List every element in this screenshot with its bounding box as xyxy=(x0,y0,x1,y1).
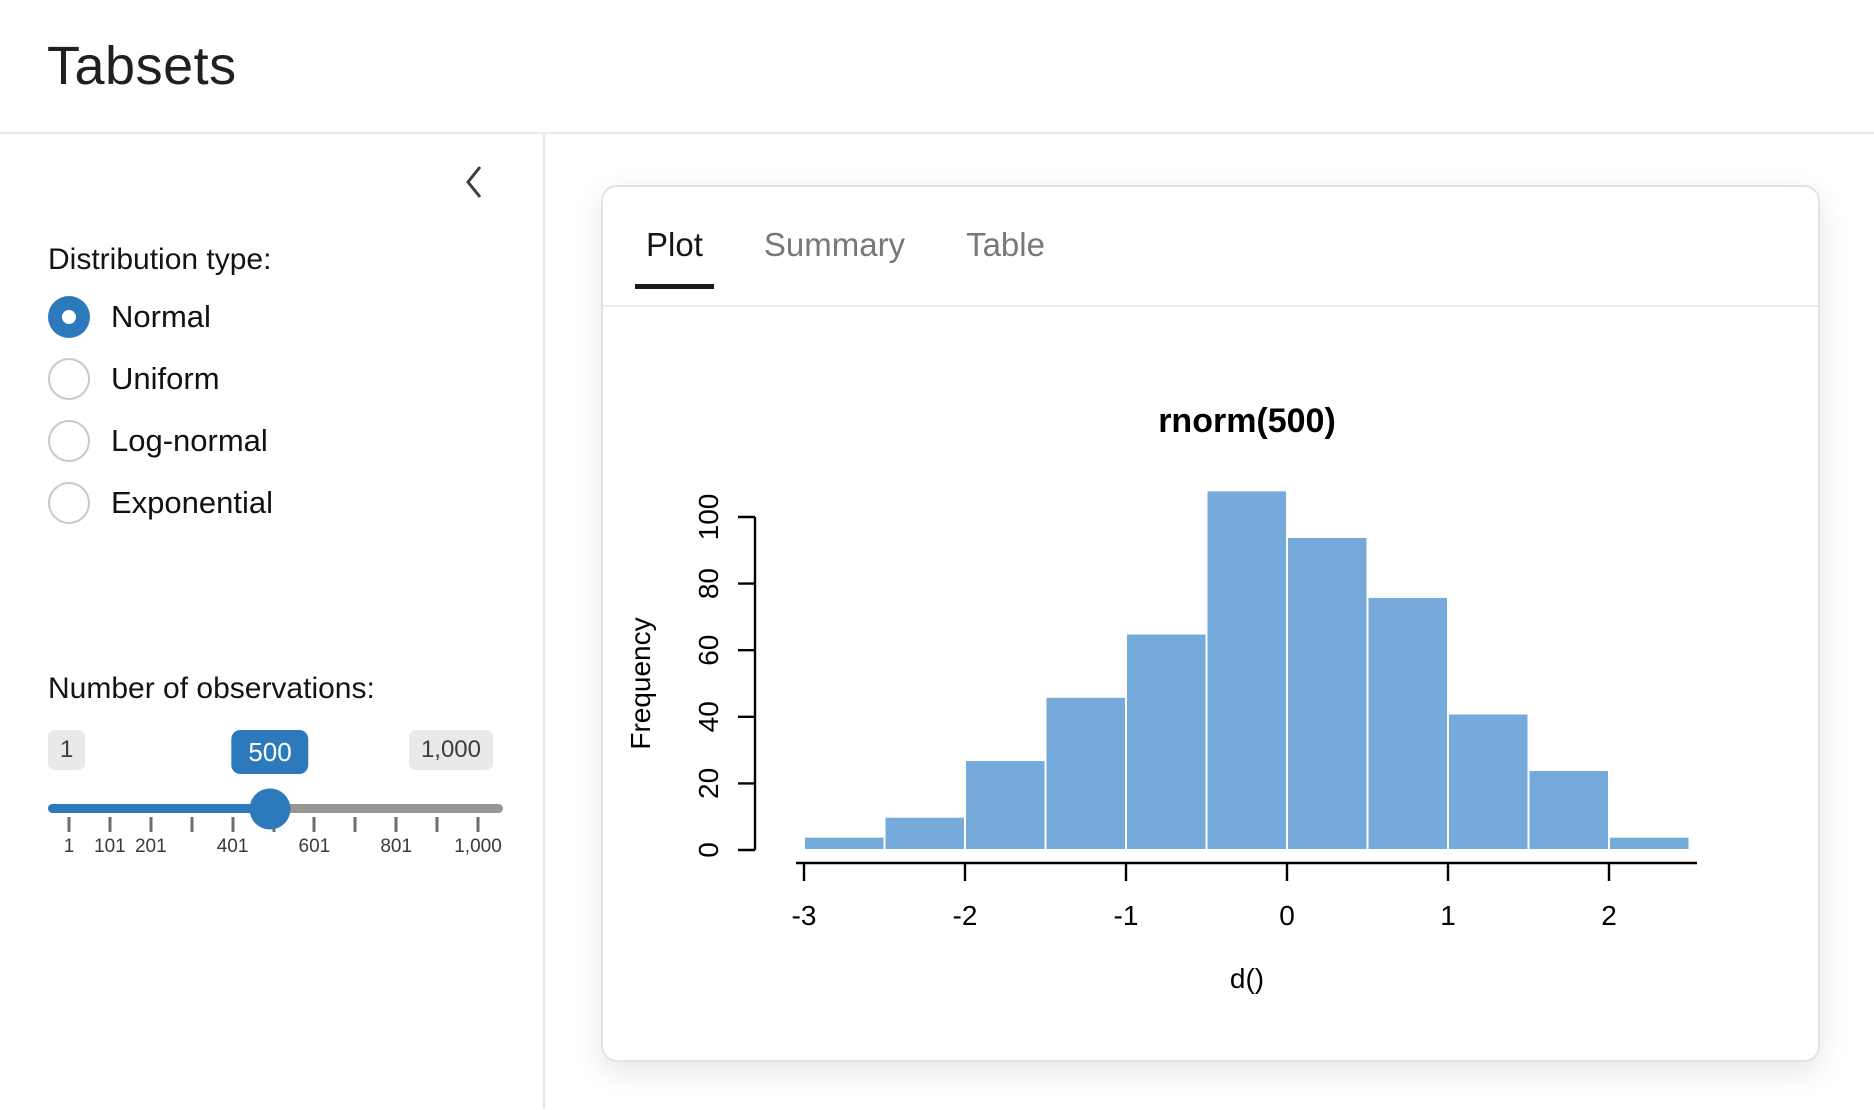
sidebar: Distribution type: Normal Uniform Log-norm… xyxy=(0,134,545,1108)
radio-option-exponential[interactable]: Exponential xyxy=(48,482,503,524)
tab-summary[interactable]: Summary xyxy=(763,226,906,263)
radio-option-log-normal[interactable]: Log-normal xyxy=(48,420,503,462)
tab-bar: Plot Summary Table xyxy=(603,187,1818,307)
hist-bar xyxy=(1044,695,1127,851)
hist-bar xyxy=(1125,632,1208,851)
x-tick-label: 1 xyxy=(1440,900,1456,931)
radio-unselected-icon[interactable] xyxy=(48,482,90,524)
slider-value-label: 500 xyxy=(231,730,309,774)
slider-tick-label: 1 xyxy=(63,836,75,857)
slider-tick-label: 1,000 xyxy=(454,836,502,857)
slider-tick-label: 101 xyxy=(94,836,126,857)
distribution-radio-group: Normal Uniform Log-normal Exponential xyxy=(48,296,503,524)
hist-bar xyxy=(803,835,886,851)
page-title: Tabsets xyxy=(47,36,237,96)
radio-option-label: Normal xyxy=(111,299,211,334)
slider-tick xyxy=(149,817,153,832)
slider-filled-bar xyxy=(48,804,271,813)
y-tick-label: 40 xyxy=(693,701,724,732)
slider-labels-row: 1 500 1,000 xyxy=(48,730,503,775)
y-axis-title: Frequency xyxy=(625,617,656,749)
plot-svg: rnorm(500) 0 20 40 60 80 100 Frequency -3 -2 -1 0 1 2… xyxy=(625,402,1697,994)
main-panel: Plot Summary Table rnorm(500) 0 20 40 60 80 100 F… xyxy=(545,134,1874,1108)
radio-option-uniform[interactable]: Uniform xyxy=(48,358,503,400)
chevron-left-icon xyxy=(466,166,482,198)
distribution-type-label: Distribution type: xyxy=(48,243,272,276)
slider-grid: 1 101 201 401 601 801 1,000 xyxy=(64,817,502,861)
slider-tick xyxy=(231,817,235,832)
slider-tick xyxy=(312,817,316,832)
x-tick-label: -3 xyxy=(792,900,817,931)
radio-unselected-icon[interactable] xyxy=(48,358,90,400)
app-header: Tabsets xyxy=(0,0,1874,134)
radio-unselected-icon[interactable] xyxy=(48,420,90,462)
radio-option-label: Uniform xyxy=(111,361,220,396)
hist-bar xyxy=(1527,769,1610,852)
y-tick-label: 100 xyxy=(693,494,724,541)
slider-track[interactable] xyxy=(48,788,503,829)
hist-bar xyxy=(1286,535,1369,851)
x-tick-label: 2 xyxy=(1601,900,1617,931)
hist-bar xyxy=(883,815,966,852)
slider-tick xyxy=(190,817,194,832)
slider-max-label: 1,000 xyxy=(408,730,493,770)
sidebar-collapse-button[interactable] xyxy=(455,158,493,206)
slider-tick xyxy=(67,817,71,832)
y-tick-label: 80 xyxy=(693,568,724,599)
radio-selected-icon[interactable] xyxy=(48,296,90,338)
y-tick-label: 0 xyxy=(693,842,724,858)
observations-label: Number of observations: xyxy=(48,672,375,705)
y-tick-label: 20 xyxy=(693,768,724,799)
tab-plot[interactable]: Plot xyxy=(635,226,714,305)
hist-bar xyxy=(964,759,1047,852)
tabset-card: Plot Summary Table rnorm(500) 0 20 40 60 80 100 F… xyxy=(601,185,1820,1062)
slider-min-label: 1 xyxy=(48,730,86,770)
slider-tick xyxy=(394,817,398,832)
observations-slider: 1 500 1,000 1 101 201 401 601 801 1,000 xyxy=(48,730,503,861)
slider-handle[interactable] xyxy=(249,788,291,829)
x-tick-label: -2 xyxy=(953,900,978,931)
x-tick-label: -1 xyxy=(1114,900,1139,931)
slider-tick-label: 401 xyxy=(216,836,249,857)
chart-title: rnorm(500) xyxy=(1158,402,1336,440)
slider-tick xyxy=(476,817,480,832)
slider-tick xyxy=(108,817,112,832)
slider-tick xyxy=(435,817,439,832)
slider-tick-label: 601 xyxy=(298,836,331,857)
hist-bar xyxy=(1366,595,1449,851)
x-axis-title: d() xyxy=(1230,963,1264,994)
tab-table[interactable]: Table xyxy=(966,226,1045,263)
slider-tick-label: 201 xyxy=(134,836,167,857)
plot-panel: rnorm(500) 0 20 40 60 80 100 Frequency -3 -2 -1 0 1 2… xyxy=(603,307,1818,1060)
x-tick-label: 0 xyxy=(1279,900,1295,931)
radio-option-normal[interactable]: Normal xyxy=(48,296,503,338)
main-layout: Distribution type: Normal Uniform Log-norm… xyxy=(0,134,1874,1108)
radio-option-label: Exponential xyxy=(111,485,274,520)
hist-bar xyxy=(1447,712,1530,851)
hist-bar xyxy=(1205,489,1288,851)
radio-option-label: Log-normal xyxy=(111,423,268,458)
hist-bar xyxy=(1608,835,1691,851)
y-tick-label: 60 xyxy=(693,635,724,666)
slider-tick-label: 801 xyxy=(380,836,413,857)
slider-tick xyxy=(353,817,357,832)
